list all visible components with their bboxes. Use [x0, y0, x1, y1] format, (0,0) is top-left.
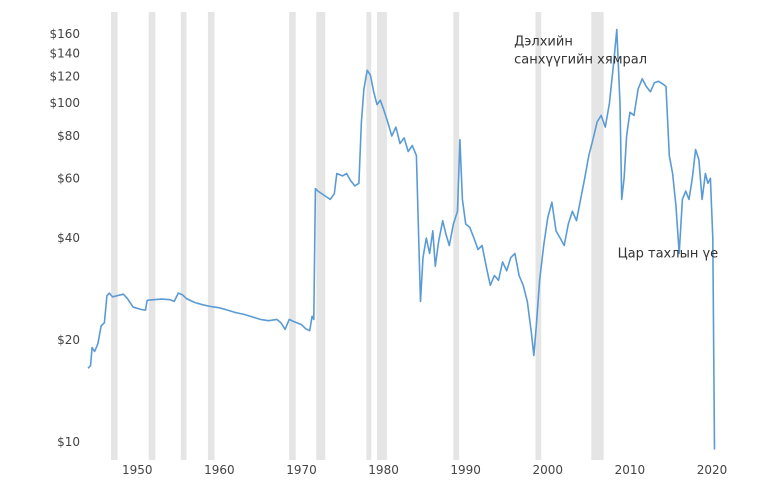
- y-tick-label: $40: [57, 231, 80, 245]
- annotation-2: Цар тахлын үе: [618, 247, 719, 262]
- y-tick-label: $10: [57, 435, 80, 449]
- y-tick-label: $100: [49, 96, 80, 110]
- recession-band-5: [289, 12, 296, 460]
- x-tick-label: 2020: [697, 463, 728, 477]
- y-tick-label: $60: [57, 171, 80, 185]
- recession-band-1: [110, 12, 118, 460]
- y-tick-label: $20: [57, 333, 80, 347]
- recession-band-9: [453, 12, 460, 460]
- recession-band-7: [366, 12, 372, 460]
- recession-band-6: [316, 12, 326, 460]
- series-layer: [87, 28, 716, 450]
- x-tick-label: 2010: [615, 463, 646, 477]
- y-axis: $10 $20 $40 $60 $80 $100 $120 $140 $160: [49, 27, 80, 449]
- recession-band-8: [377, 12, 387, 460]
- y-tick-label: $160: [49, 27, 80, 41]
- x-tick-label: 1950: [122, 463, 153, 477]
- recession-band-10: [535, 12, 542, 460]
- recession-band-11: [591, 12, 604, 460]
- x-tick-label: 1970: [286, 463, 317, 477]
- x-tick-label: 2000: [533, 463, 564, 477]
- y-tick-label: $120: [49, 69, 80, 83]
- recession-band-2: [148, 12, 156, 460]
- annotation-1: Дэлхийн санхүүгийн хямрал: [514, 34, 647, 67]
- recession-band-4: [207, 12, 215, 460]
- y-tick-label: $140: [49, 47, 80, 61]
- series-line-1: [87, 28, 716, 450]
- x-axis: 1950 1960 1970 1980 1990 2000 2010 2020: [122, 463, 727, 477]
- recession-bands: [110, 12, 604, 460]
- x-tick-label: 1960: [204, 463, 235, 477]
- recession-band-3: [180, 12, 187, 460]
- x-tick-label: 1980: [368, 463, 399, 477]
- x-tick-label: 1990: [450, 463, 481, 477]
- annotations: Дэлхийн санхүүгийн хямрал Цар тахлын үе: [514, 34, 718, 261]
- y-tick-label: $80: [57, 129, 80, 143]
